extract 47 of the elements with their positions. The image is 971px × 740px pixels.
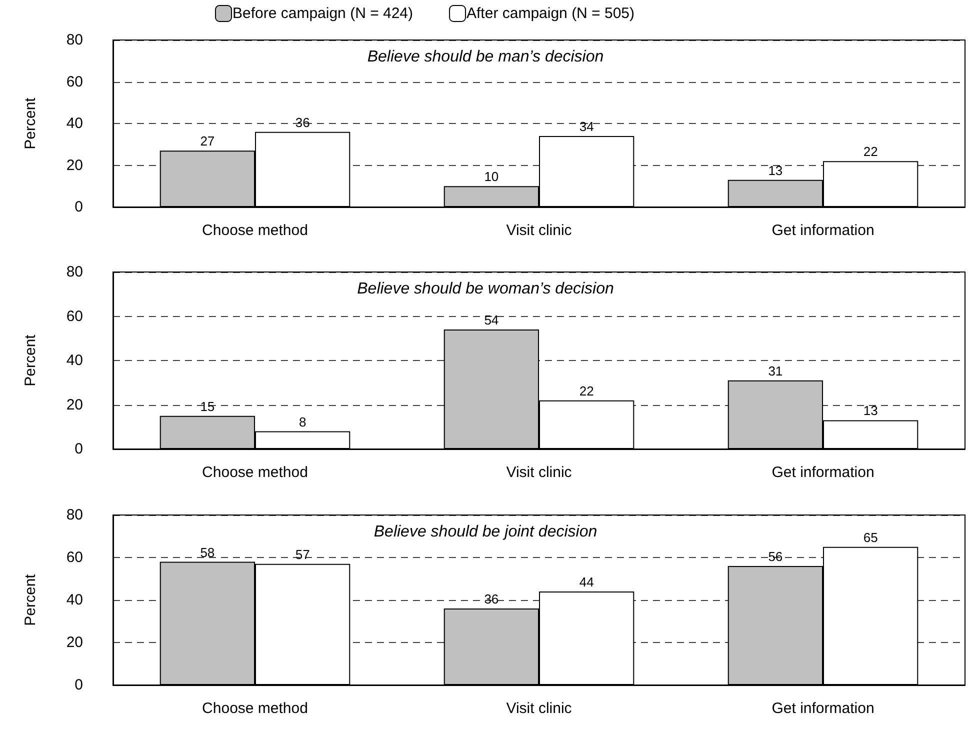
x-tick-label: Visit clinic bbox=[506, 222, 572, 239]
x-tick-label: Visit clinic bbox=[506, 464, 572, 481]
legend-label: After campaign (N = 505) bbox=[466, 5, 635, 22]
data-label: 22 bbox=[863, 144, 878, 160]
y-tick-label: 60 bbox=[66, 73, 83, 90]
data-label: 34 bbox=[579, 119, 594, 134]
y-tick-label: 20 bbox=[66, 634, 83, 651]
x-tick-label: Choose method bbox=[202, 700, 308, 717]
data-label: 31 bbox=[768, 363, 783, 378]
data-label: 27 bbox=[200, 134, 215, 149]
y-axis-title: Percent bbox=[22, 96, 39, 150]
y-tick-label: 0 bbox=[74, 676, 83, 694]
data-label: 56 bbox=[768, 549, 783, 564]
x-tick-label: Get information bbox=[772, 222, 874, 239]
text: Believe should be woman’s decision bbox=[357, 280, 614, 298]
x-tick-label: Choose method bbox=[202, 222, 308, 239]
text: Believe should be joint decision bbox=[374, 524, 598, 540]
y-tick-label: 60 bbox=[66, 308, 83, 325]
data-label: 65 bbox=[863, 530, 878, 545]
y-tick-label: 40 bbox=[66, 352, 83, 369]
data-label: 44 bbox=[579, 574, 594, 590]
legend-label: Before campaign (N = 424) bbox=[232, 5, 414, 22]
x-tick-label: Visit clinic bbox=[506, 700, 572, 717]
y-tick-label: 40 bbox=[66, 592, 83, 608]
y-axis-title: Percent bbox=[22, 573, 39, 626]
data-label: 13 bbox=[863, 403, 878, 418]
x-tick-label: Get information bbox=[772, 700, 874, 717]
text: Believe should be man’s decision bbox=[367, 48, 604, 66]
data-label: 54 bbox=[484, 312, 499, 328]
y-tick-label: 80 bbox=[66, 506, 83, 524]
y-tick-label: 0 bbox=[74, 198, 83, 216]
y-tick-label: 20 bbox=[66, 156, 83, 174]
data-label: 10 bbox=[484, 169, 499, 184]
x-tick-label: Choose method bbox=[202, 464, 308, 481]
data-label: 22 bbox=[579, 383, 594, 398]
data-label: 8 bbox=[298, 414, 306, 430]
y-tick-label: 80 bbox=[66, 264, 83, 280]
y-tick-label: 40 bbox=[66, 115, 83, 132]
x-tick-label: Get information bbox=[772, 464, 874, 481]
y-axis-title: Percent bbox=[22, 334, 39, 386]
data-label: 58 bbox=[200, 544, 215, 560]
data-label: 36 bbox=[484, 592, 499, 606]
y-tick-label: 0 bbox=[74, 440, 83, 458]
y-tick-label: 20 bbox=[66, 396, 83, 414]
data-label: 13 bbox=[768, 162, 783, 178]
y-tick-label: 80 bbox=[66, 32, 83, 48]
y-tick-label: 60 bbox=[66, 549, 83, 566]
